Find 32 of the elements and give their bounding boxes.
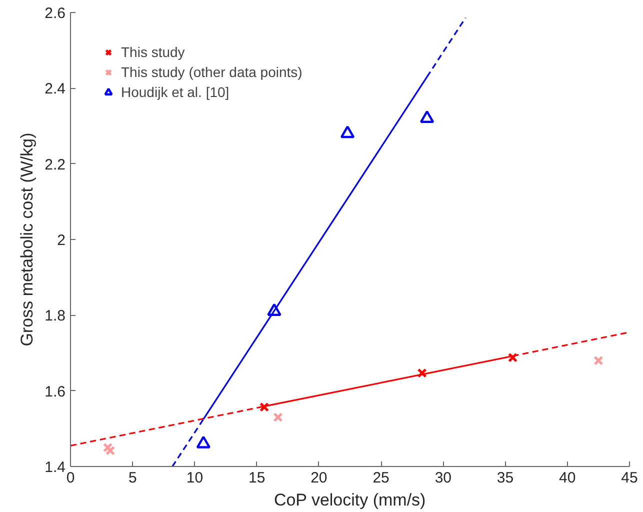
- point: [267, 303, 282, 316]
- x-tick-label: 35: [496, 470, 514, 486]
- point: [417, 368, 427, 378]
- legend-label: This study: [121, 44, 185, 60]
- x-tick-label: 10: [186, 470, 204, 486]
- point: [594, 356, 604, 366]
- y-tick-label: 2.6: [44, 5, 66, 22]
- point: [102, 442, 113, 452]
- point: [340, 126, 355, 138]
- legend-label: This study (other data points): [121, 64, 302, 80]
- x-axis-title: CoP velocity (mm/s): [274, 490, 426, 510]
- y-tick-label: 2.4: [44, 80, 66, 98]
- x-tick-label: 5: [128, 470, 137, 486]
- point: [420, 110, 434, 123]
- x-tick-label: 30: [434, 470, 452, 486]
- point: [105, 446, 116, 456]
- y-tick-label: 2: [57, 232, 66, 249]
- x-tick-label: 15: [248, 470, 266, 486]
- x-tick-label: 40: [559, 470, 576, 486]
- legend-label: Houdijk et al. [10]: [121, 84, 230, 100]
- point: [260, 402, 270, 412]
- y-axis-title: Gross metabolic cost (W/kg): [18, 132, 37, 346]
- x-tick-label: 0: [66, 470, 75, 486]
- x-tick-label: 25: [372, 470, 390, 486]
- y-tick-label: 1.4: [44, 459, 66, 476]
- x-tick-label: 45: [621, 470, 638, 486]
- x-tick-label: 20: [310, 470, 328, 486]
- y-tick-label: 2.2: [44, 156, 66, 174]
- point: [273, 412, 283, 422]
- point: [508, 352, 518, 362]
- y-tick-label: 1.6: [44, 383, 66, 400]
- y-tick-label: 1.8: [44, 308, 66, 325]
